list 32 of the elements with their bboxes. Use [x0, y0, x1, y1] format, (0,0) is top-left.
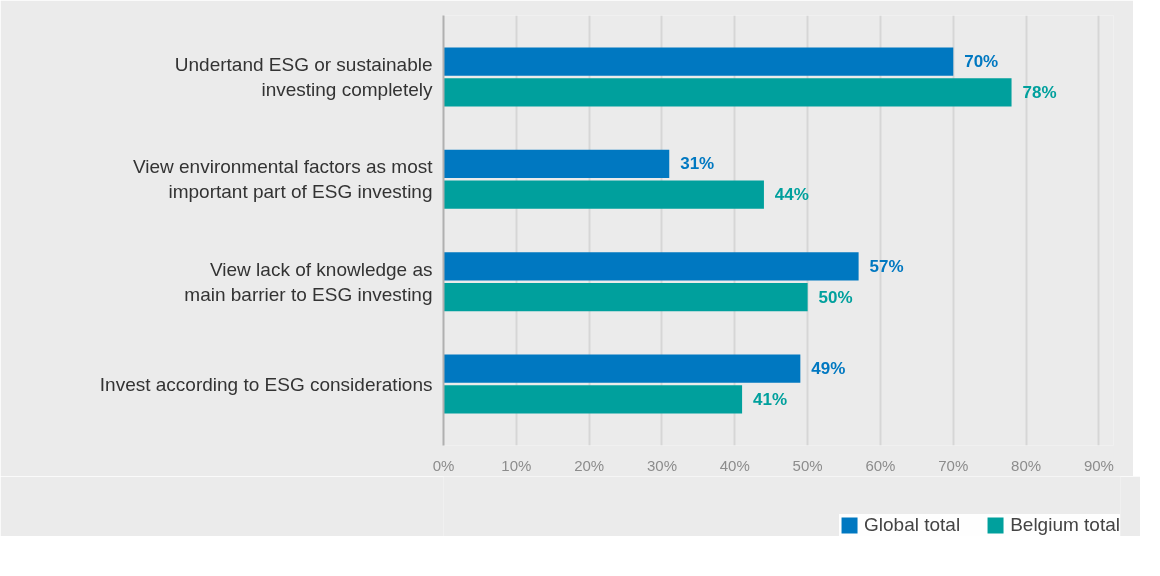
bar	[443, 47, 954, 76]
data-label: 31%	[680, 154, 715, 174]
data-label: 70%	[964, 52, 999, 72]
x-tick-label: 0%	[432, 456, 455, 474]
x-tick-label: 70%	[938, 456, 969, 474]
y-tick-label: View lack of knowledge as main barrier to ESG investing	[184, 258, 433, 305]
y-tick-label: Invest according to ESG considerations	[99, 373, 433, 395]
y-tick-label: View environmental factors as most important part of ESG investing	[132, 156, 434, 203]
x-tick-label: 10%	[501, 456, 532, 474]
x-tick-label: 60%	[865, 456, 896, 474]
bar	[443, 282, 808, 312]
x-tick-label: 20%	[574, 456, 605, 474]
bar	[443, 149, 670, 179]
x-tick-label: 40%	[719, 456, 750, 474]
bar	[443, 78, 1012, 107]
bar	[443, 180, 764, 209]
x-tick-label: 80%	[1011, 456, 1042, 474]
legend-label: Belgium total	[1010, 514, 1120, 536]
data-label: 78%	[1022, 82, 1057, 102]
y-tick-label: Undertand ESG or sustainable investing completely	[174, 53, 433, 101]
bar	[443, 385, 743, 414]
data-label: 44%	[774, 185, 809, 205]
bar	[443, 354, 801, 383]
x-tick-label: 30%	[646, 456, 677, 474]
data-label: 49%	[811, 359, 846, 379]
data-label: 41%	[753, 389, 788, 409]
legend-label: Global total	[864, 514, 961, 536]
data-label: 50%	[818, 287, 853, 307]
data-label: 57%	[869, 256, 904, 276]
x-tick-label: 90%	[1083, 456, 1114, 474]
bar	[443, 252, 859, 281]
x-tick-label: 50%	[792, 456, 823, 474]
